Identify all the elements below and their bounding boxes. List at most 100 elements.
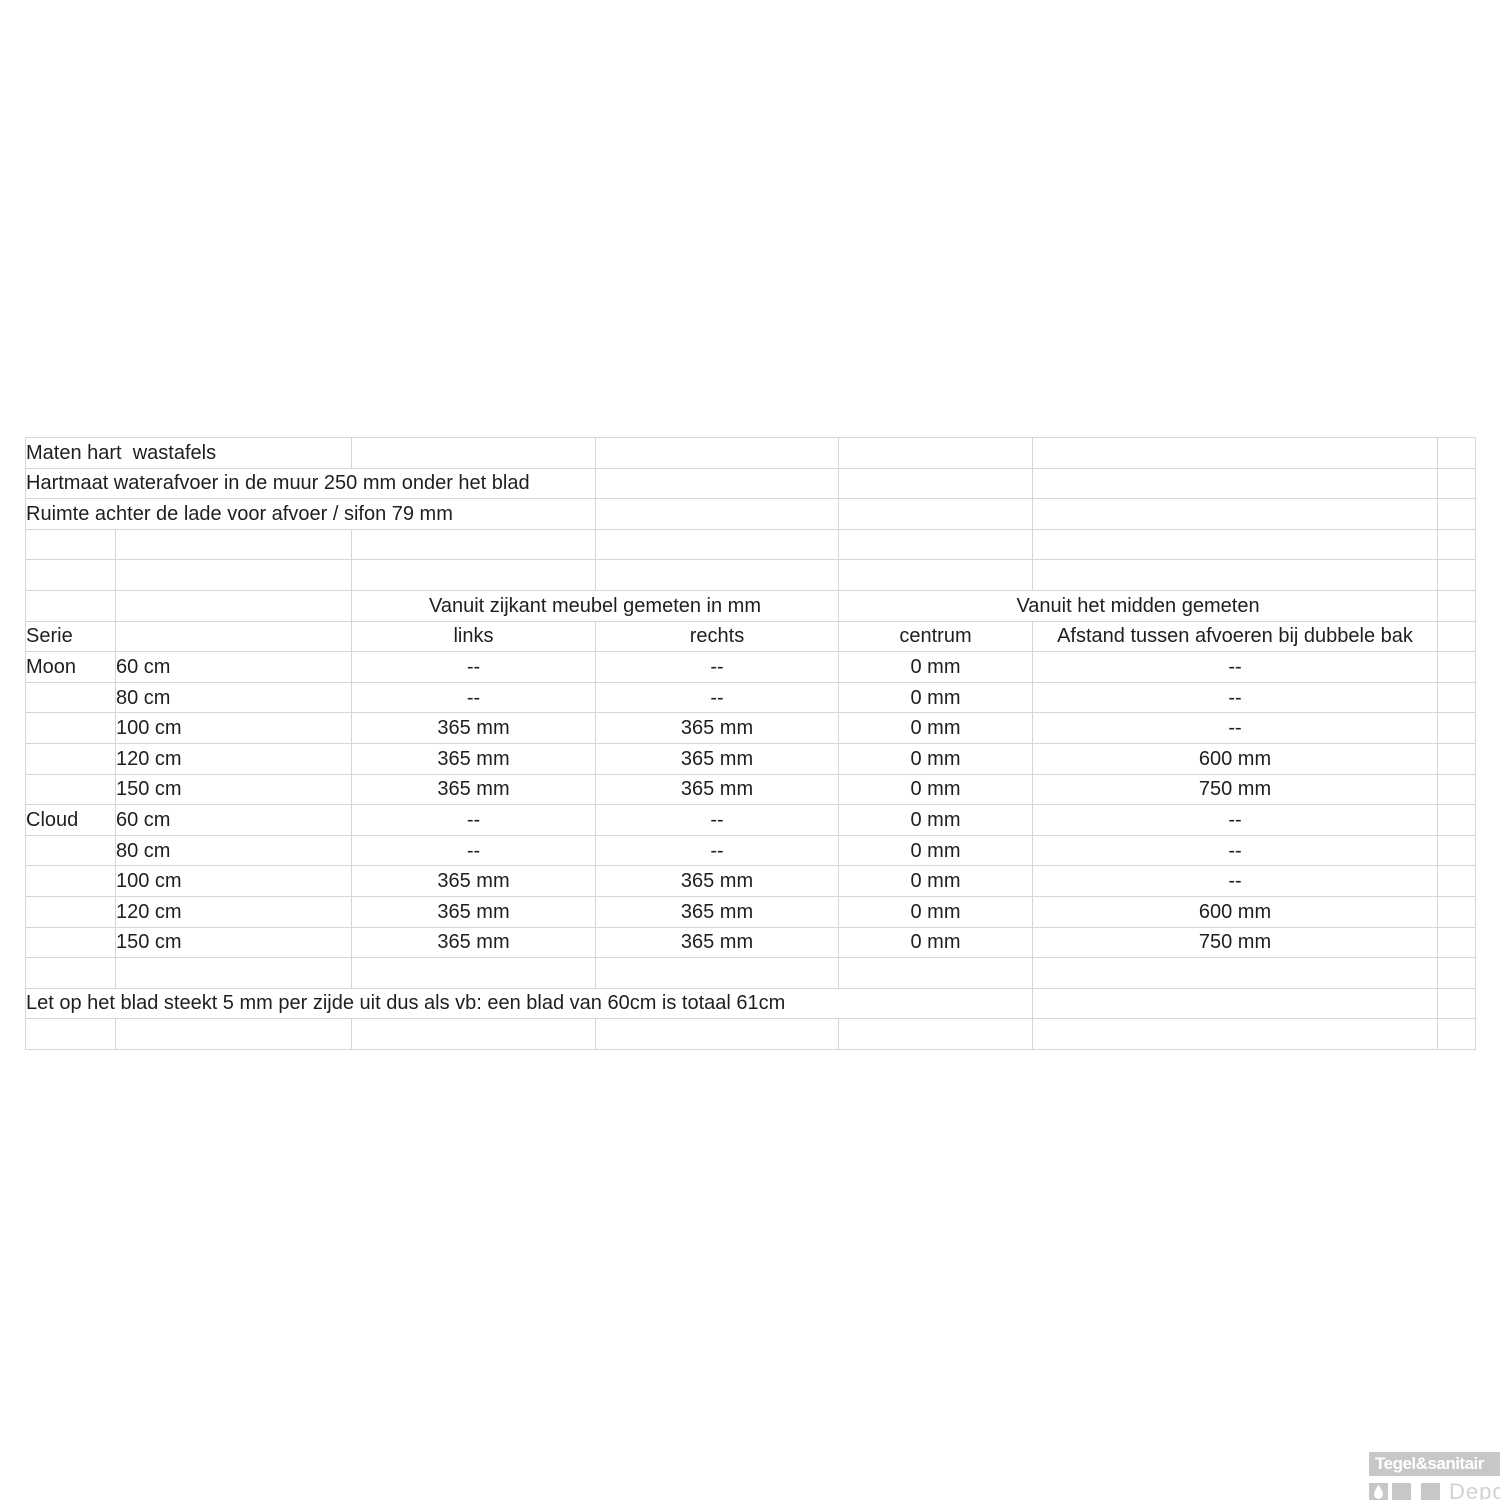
value-afstand[interactable]: 600 mm — [1032, 742, 1438, 775]
cell[interactable] — [1437, 498, 1476, 530]
cell[interactable] — [1437, 742, 1476, 775]
cell[interactable] — [1032, 957, 1438, 989]
cell[interactable] — [1437, 559, 1476, 591]
value-afstand[interactable]: -- — [1032, 681, 1438, 714]
value-centrum[interactable]: 0 mm — [838, 865, 1033, 897]
cell[interactable] — [1437, 834, 1476, 867]
value-rechts[interactable]: -- — [595, 834, 839, 867]
value-afstand[interactable]: 750 mm — [1032, 926, 1438, 959]
value-links[interactable]: 365 mm — [351, 773, 596, 806]
cell[interactable] — [1437, 1018, 1476, 1050]
cell[interactable] — [1437, 895, 1476, 928]
value-links[interactable]: -- — [351, 651, 596, 683]
value-links[interactable]: -- — [351, 834, 596, 867]
cell[interactable] — [25, 1018, 116, 1050]
value-rechts[interactable]: -- — [595, 681, 839, 714]
value-rechts[interactable]: -- — [595, 804, 839, 836]
value-centrum[interactable]: 0 mm — [838, 742, 1033, 775]
value-links[interactable]: 365 mm — [351, 865, 596, 897]
top-note-3[interactable]: Ruimte achter de lade voor afvoer / sifo… — [25, 498, 596, 530]
value-centrum[interactable]: 0 mm — [838, 926, 1033, 959]
cell[interactable] — [838, 957, 1033, 989]
cell[interactable] — [595, 437, 839, 469]
cell[interactable] — [1437, 589, 1476, 622]
value-afstand[interactable]: -- — [1032, 804, 1438, 836]
value-afstand[interactable]: -- — [1032, 651, 1438, 683]
cell[interactable] — [838, 498, 1033, 530]
cell[interactable] — [1437, 651, 1476, 683]
size-cell[interactable]: 120 cm — [115, 895, 352, 928]
value-afstand[interactable]: -- — [1032, 712, 1438, 744]
value-centrum[interactable]: 0 mm — [838, 804, 1033, 836]
cell[interactable] — [25, 528, 116, 561]
cell[interactable] — [351, 559, 596, 591]
cell[interactable] — [1032, 498, 1438, 530]
cell[interactable] — [838, 467, 1033, 500]
value-centrum[interactable]: 0 mm — [838, 681, 1033, 714]
cell[interactable] — [1032, 467, 1438, 500]
cell[interactable] — [25, 865, 116, 897]
cell[interactable] — [25, 681, 116, 714]
selected-cell[interactable] — [351, 437, 596, 469]
size-cell[interactable]: 150 cm — [115, 926, 352, 959]
value-afstand[interactable]: 600 mm — [1032, 895, 1438, 928]
cell[interactable] — [25, 589, 116, 622]
serie-name[interactable]: Moon — [25, 651, 116, 683]
cell[interactable] — [1437, 957, 1476, 989]
value-links[interactable]: 365 mm — [351, 712, 596, 744]
cell[interactable] — [25, 957, 116, 989]
value-rechts[interactable]: 365 mm — [595, 712, 839, 744]
top-note-2[interactable]: Hartmaat waterafvoer in de muur 250 mm o… — [25, 467, 596, 500]
value-rechts[interactable]: 365 mm — [595, 895, 839, 928]
value-links[interactable]: 365 mm — [351, 926, 596, 959]
value-centrum[interactable]: 0 mm — [838, 651, 1033, 683]
cell[interactable] — [25, 895, 116, 928]
cell[interactable] — [1437, 865, 1476, 897]
cell[interactable] — [1032, 1018, 1438, 1050]
size-cell[interactable]: 100 cm — [115, 865, 352, 897]
size-cell[interactable]: 60 cm — [115, 651, 352, 683]
cell[interactable] — [1437, 987, 1476, 1020]
cell[interactable] — [25, 559, 116, 591]
value-afstand[interactable]: 750 mm — [1032, 773, 1438, 806]
cell[interactable] — [1437, 467, 1476, 500]
value-afstand[interactable]: -- — [1032, 834, 1438, 867]
size-cell[interactable]: 60 cm — [115, 804, 352, 836]
cell[interactable] — [1437, 437, 1476, 469]
value-rechts[interactable]: 365 mm — [595, 926, 839, 959]
cell[interactable] — [1437, 773, 1476, 806]
cell[interactable] — [595, 1018, 839, 1050]
cell[interactable] — [1437, 926, 1476, 959]
value-rechts[interactable]: 365 mm — [595, 865, 839, 897]
cell[interactable] — [838, 559, 1033, 591]
cell[interactable] — [351, 528, 596, 561]
cell[interactable] — [25, 712, 116, 744]
cell[interactable] — [838, 528, 1033, 561]
size-cell[interactable]: 120 cm — [115, 742, 352, 775]
cell[interactable] — [838, 437, 1033, 469]
value-afstand[interactable]: -- — [1032, 865, 1438, 897]
cell[interactable] — [25, 773, 116, 806]
cell[interactable] — [351, 1018, 596, 1050]
col-header-rechts[interactable]: rechts — [595, 620, 839, 653]
value-links[interactable]: -- — [351, 681, 596, 714]
cell[interactable] — [25, 742, 116, 775]
cell[interactable] — [1032, 559, 1438, 591]
value-centrum[interactable]: 0 mm — [838, 895, 1033, 928]
cell[interactable] — [25, 834, 116, 867]
cell[interactable] — [1032, 987, 1438, 1020]
size-cell[interactable]: 80 cm — [115, 834, 352, 867]
cell[interactable] — [595, 467, 839, 500]
value-centrum[interactable]: 0 mm — [838, 712, 1033, 744]
value-links[interactable]: 365 mm — [351, 742, 596, 775]
header-group-side[interactable]: Vanuit zijkant meubel gemeten in mm — [351, 589, 839, 622]
serie-header[interactable]: Serie — [25, 620, 116, 653]
cell[interactable] — [1437, 712, 1476, 744]
top-note-1[interactable]: Maten hart wastafels — [25, 437, 352, 469]
value-rechts[interactable]: 365 mm — [595, 773, 839, 806]
size-cell[interactable]: 80 cm — [115, 681, 352, 714]
cell[interactable] — [1032, 437, 1438, 469]
value-rechts[interactable]: -- — [595, 651, 839, 683]
cell[interactable] — [115, 559, 352, 591]
serie-header-spacer[interactable] — [115, 620, 352, 653]
